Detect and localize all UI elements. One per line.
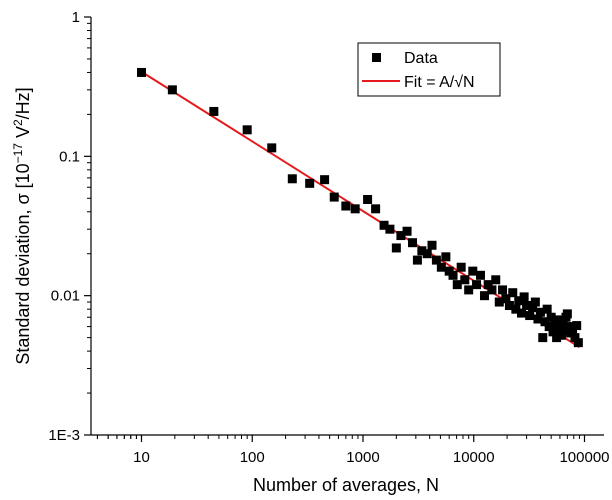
data-point bbox=[550, 320, 560, 330]
data-point bbox=[136, 67, 146, 77]
y-axis-title-part: Standard deviation, σ [10 bbox=[13, 163, 33, 364]
y-axis-title-part: /Hz] bbox=[13, 87, 33, 119]
data-point bbox=[267, 143, 277, 153]
x-tick-label: 10 bbox=[133, 449, 150, 466]
data-point bbox=[508, 288, 518, 298]
data-point bbox=[305, 178, 315, 188]
data-point bbox=[417, 246, 427, 256]
data-point bbox=[475, 270, 485, 280]
x-tick-label: 10000 bbox=[453, 449, 495, 466]
data-point bbox=[525, 311, 535, 321]
data-point bbox=[350, 204, 360, 214]
data-point bbox=[522, 301, 532, 311]
data-point bbox=[544, 322, 554, 332]
y-axis-title: Standard deviation, σ [10−17 V2/Hz] bbox=[11, 87, 33, 364]
data-point bbox=[341, 201, 351, 211]
data-point bbox=[504, 301, 514, 311]
data-point bbox=[542, 304, 552, 314]
x-axis-title: Number of averages, N bbox=[253, 475, 439, 495]
data-point bbox=[464, 285, 474, 295]
data-point bbox=[379, 220, 389, 230]
data-point bbox=[371, 204, 381, 214]
data-point bbox=[456, 262, 466, 272]
data-point bbox=[514, 296, 524, 306]
data-point bbox=[546, 312, 556, 322]
data-point bbox=[391, 243, 401, 253]
y-axis-title-part: V bbox=[13, 126, 33, 143]
data-point bbox=[491, 275, 501, 285]
data-point bbox=[427, 240, 437, 250]
data-point bbox=[573, 338, 583, 348]
data-points-layer bbox=[136, 67, 583, 348]
data-point bbox=[363, 194, 373, 204]
data-point bbox=[479, 291, 489, 301]
x-tick-label: 1000 bbox=[346, 449, 379, 466]
data-point bbox=[460, 275, 470, 285]
data-point bbox=[487, 285, 497, 295]
data-point bbox=[167, 85, 177, 95]
data-point bbox=[530, 297, 540, 307]
y-axis-ticks: 1E-3 0.01 0.1 1 bbox=[48, 9, 91, 444]
y-tick-label: 1 bbox=[72, 9, 80, 26]
data-point bbox=[535, 307, 545, 317]
legend: Data Fit = A/√N bbox=[357, 42, 501, 97]
data-point bbox=[452, 280, 462, 290]
data-point bbox=[533, 314, 543, 324]
legend-fit-label: Fit = A/√N bbox=[404, 74, 475, 91]
data-point bbox=[553, 315, 563, 325]
data-point bbox=[548, 327, 558, 337]
x-axis-ticks: 10 100 1000 10000 100000 bbox=[96, 435, 610, 466]
data-point bbox=[572, 321, 582, 331]
data-point bbox=[422, 249, 432, 259]
data-point bbox=[517, 308, 527, 318]
data-point bbox=[242, 125, 252, 135]
y-axis-title-superscript: −17 bbox=[11, 143, 25, 164]
data-point bbox=[472, 280, 482, 290]
data-point bbox=[396, 231, 406, 241]
data-point bbox=[552, 333, 562, 343]
data-point bbox=[320, 175, 330, 185]
data-point bbox=[385, 224, 395, 234]
data-point bbox=[441, 252, 451, 262]
data-point bbox=[498, 285, 508, 295]
data-point bbox=[538, 333, 548, 343]
data-point bbox=[412, 255, 422, 265]
data-point bbox=[408, 238, 418, 248]
data-point bbox=[468, 266, 478, 276]
legend-box bbox=[357, 42, 501, 97]
data-point bbox=[436, 262, 446, 272]
data-point bbox=[562, 309, 572, 319]
y-tick-label: 1E-3 bbox=[48, 427, 80, 444]
data-point bbox=[511, 304, 521, 314]
data-point bbox=[329, 192, 339, 202]
data-point bbox=[209, 106, 219, 116]
y-axis-title-superscript: 2 bbox=[11, 119, 25, 126]
data-point bbox=[431, 255, 441, 265]
data-point bbox=[570, 333, 580, 343]
data-point bbox=[448, 270, 458, 280]
data-point bbox=[519, 292, 529, 302]
x-tick-label: 100000 bbox=[559, 449, 609, 466]
data-point bbox=[528, 303, 538, 313]
y-tick-label: 0.1 bbox=[59, 148, 80, 165]
y-tick-label: 0.01 bbox=[51, 288, 80, 305]
data-point bbox=[555, 324, 565, 334]
data-point bbox=[494, 297, 504, 307]
data-point bbox=[501, 294, 511, 304]
data-point bbox=[540, 317, 550, 327]
data-point bbox=[402, 226, 412, 236]
data-point bbox=[558, 318, 568, 328]
legend-data-label: Data bbox=[404, 50, 438, 67]
data-point bbox=[287, 174, 297, 184]
legend-data-marker bbox=[372, 53, 381, 62]
x-tick-label: 100 bbox=[240, 449, 265, 466]
data-point bbox=[483, 280, 493, 290]
